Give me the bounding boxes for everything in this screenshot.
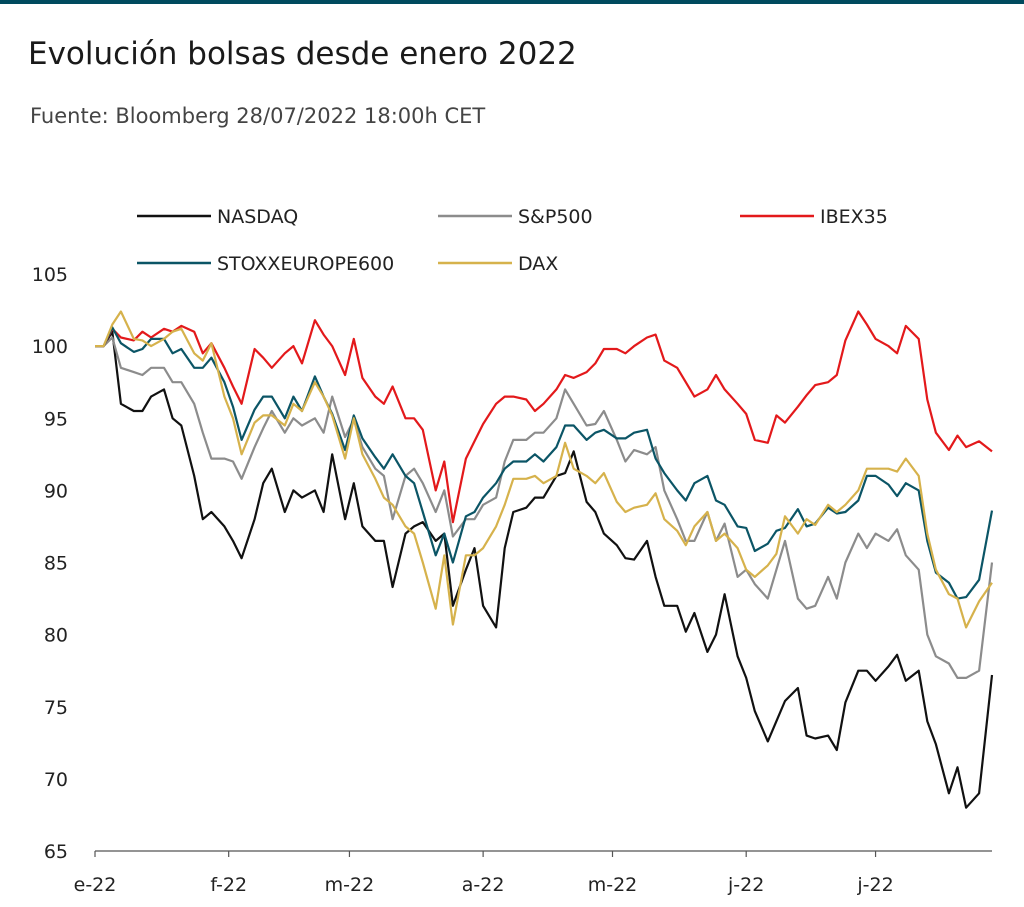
series-line-stoxxeurope600 (95, 326, 994, 600)
y-tick-label: 75 (44, 697, 68, 719)
legend-label: IBEX35 (820, 206, 888, 228)
y-tick-label: 80 (44, 625, 68, 647)
legend-label: DAX (518, 253, 558, 275)
x-tick-label: m-22 (325, 874, 375, 896)
legend-item: STOXXEUROPE600 (137, 253, 394, 275)
legend-label: S&P500 (518, 206, 593, 228)
x-tick-label: j-22 (856, 874, 893, 896)
x-tick-label: m-22 (588, 874, 638, 896)
y-tick-label: 105 (32, 264, 68, 286)
y-tick-label: 95 (44, 408, 68, 430)
chart-legend: NASDAQ S&P500 IBEX35 STOXXEUROPE600 DAX (137, 206, 888, 275)
series-line-ibex35 (95, 310, 993, 524)
series-layer (95, 310, 994, 809)
series-line-sp500 (95, 336, 994, 679)
x-tick-label: a-22 (462, 874, 505, 896)
series-line-dax (95, 310, 993, 629)
y-axis: 65 70 75 80 85 90 95 100 105 (32, 264, 68, 863)
header-top-rule (0, 0, 1024, 4)
x-tick-label: j-22 (727, 874, 764, 896)
y-tick-label: 65 (44, 841, 68, 863)
series-line-nasdaq (95, 330, 994, 809)
legend-label: NASDAQ (217, 206, 298, 228)
y-tick-label: 70 (44, 769, 68, 791)
x-axis: e-22 f-22 m-22 a-22 m-22 j-22 j-22 (74, 850, 992, 896)
legend-item: NASDAQ (137, 206, 298, 228)
x-tick-label: e-22 (74, 874, 117, 896)
y-tick-label: 85 (44, 553, 68, 575)
legend-item: S&P500 (438, 206, 593, 228)
legend-label: STOXXEUROPE600 (217, 253, 394, 275)
x-tick-label: f-22 (210, 874, 247, 896)
chart-subtitle: Fuente: Bloomberg 28/07/2022 18:00h CET (30, 104, 486, 128)
chart-title: Evolución bolsas desde enero 2022 (28, 36, 577, 72)
legend-item: IBEX35 (740, 206, 888, 228)
legend-item: DAX (438, 253, 558, 275)
y-tick-label: 90 (44, 480, 68, 502)
y-tick-label: 100 (32, 336, 68, 358)
